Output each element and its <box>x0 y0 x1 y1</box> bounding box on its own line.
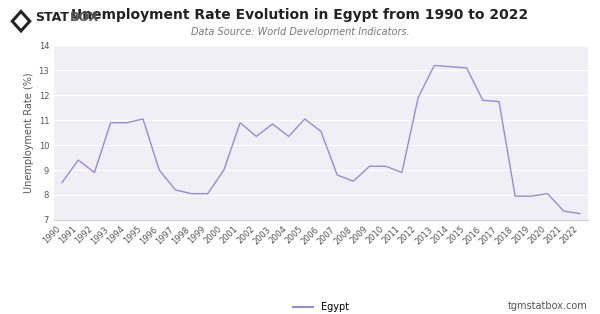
Legend: Egypt: Egypt <box>289 298 353 314</box>
Text: tgmstatbox.com: tgmstatbox.com <box>508 301 588 311</box>
Text: Data Source: World Development Indicators.: Data Source: World Development Indicator… <box>191 27 409 37</box>
Text: BOX: BOX <box>70 11 99 24</box>
Polygon shape <box>10 9 32 33</box>
Text: STAT: STAT <box>35 11 68 24</box>
Text: Unemployment Rate Evolution in Egypt from 1990 to 2022: Unemployment Rate Evolution in Egypt fro… <box>71 8 529 22</box>
Polygon shape <box>14 14 28 29</box>
Y-axis label: Unemployment Rate (%): Unemployment Rate (%) <box>25 72 34 193</box>
